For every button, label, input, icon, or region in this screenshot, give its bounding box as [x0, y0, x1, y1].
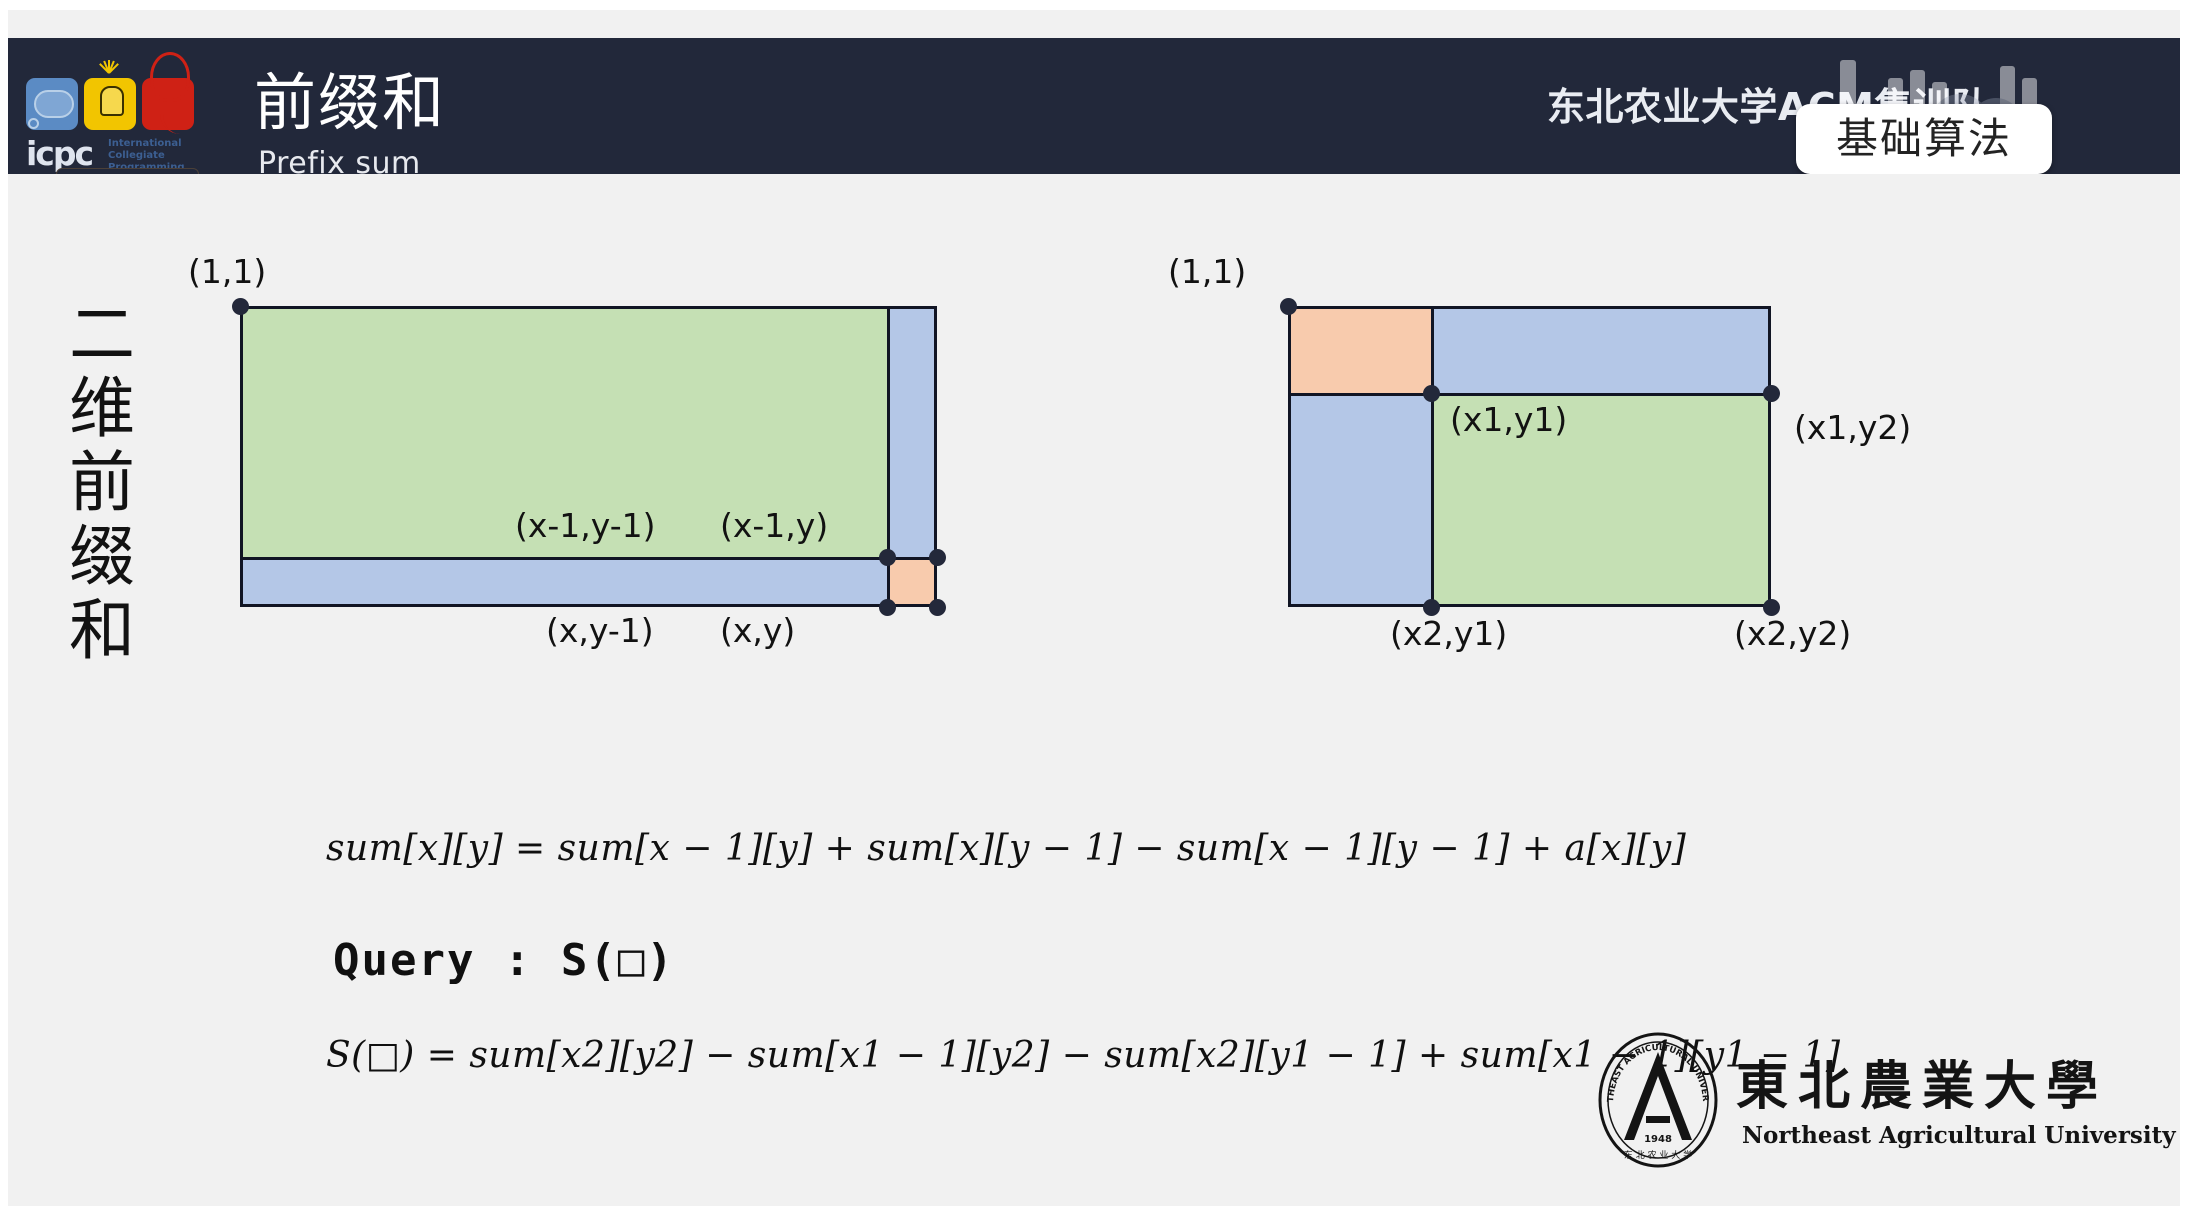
formula-recurrence: sum[x][y] = sum[x − 1][y] + sum[x][y − 1…: [326, 828, 1687, 869]
coord-label-x2y2: (x2,y2): [1734, 614, 1852, 653]
icpc-logo: icpc International Collegiate Programmin…: [20, 46, 220, 174]
query-label: Query : S(□): [333, 935, 675, 986]
balloon-string-icon: [160, 94, 187, 134]
vertex-dot-x1y1: [1423, 385, 1440, 402]
university-name-en: Northeast Agricultural University: [1742, 1122, 2176, 1149]
vertex-dot-xm1ym1: [879, 549, 896, 566]
prefix-sum-query-diagram: (1,1) (x1,y1) (x1,y2) (x2,y1) (x2,y2): [1168, 252, 2078, 653]
left-blue-strip-region: [1288, 393, 1434, 607]
lightbulb-icon: [100, 86, 124, 116]
coord-label-x2y1: (x2,y1): [1390, 614, 1508, 653]
coord-label-x1y2: (x1,y2): [1794, 408, 1912, 447]
side-title-char: 维: [69, 370, 135, 447]
vertex-dot-xy: [929, 599, 946, 616]
side-title-char: 二: [69, 296, 135, 373]
vertex-dot-xym1: [879, 599, 896, 616]
icpc-foundation-label: icpc.foundation: [56, 168, 200, 174]
icpc-tagline: International Collegiate Programming Con…: [108, 138, 185, 173]
thought-cloud-icon: [28, 90, 74, 129]
coord-label-right-strip: (x-1,y): [720, 506, 829, 545]
svg-text:东 北 农 业 大 学: 东 北 农 业 大 学: [1624, 1149, 1692, 1161]
bottom-blue-strip-region: [240, 557, 890, 607]
section-title-vertical: 二 维 前 缀 和: [66, 298, 138, 668]
coord-label-origin: (1,1): [188, 252, 267, 291]
side-title-char: 缀: [69, 518, 135, 595]
right-blue-strip-region: [887, 306, 937, 560]
vertex-dot-xm1y: [929, 549, 946, 566]
university-logo: 1948 NORTHEAST AGRICULTURAL UNIVERSITY 东…: [1596, 1030, 2176, 1170]
vertex-dot-x1y2: [1763, 385, 1780, 402]
coord-label-origin: (1,1): [1168, 252, 1247, 291]
coord-label-x1y1: (x1,y1): [1450, 400, 1568, 439]
slide-header: icpc International Collegiate Programmin…: [8, 38, 2180, 174]
bulb-ray-icon: [108, 60, 110, 73]
page-title-cn: 前缀和: [254, 66, 447, 139]
coord-label-green-region: (x-1,y-1): [515, 506, 656, 545]
page-title-en: Prefix sum: [258, 146, 421, 174]
side-title-char: 和: [69, 592, 135, 669]
slide-body: icpc International Collegiate Programmin…: [8, 10, 2180, 1206]
vertex-dot-x2y2: [1763, 599, 1780, 616]
university-name-cn: 東北農業大學: [1736, 1056, 2109, 1117]
green-query-block-region: [1431, 393, 1771, 607]
coord-label-corner-cell: (x,y): [720, 611, 796, 650]
orange-corner-cell-region: [887, 557, 937, 607]
side-title-char: 前: [69, 444, 135, 521]
icpc-wordmark: icpc: [26, 134, 94, 173]
prefix-sum-recurrence-diagram: (1,1) (x-1,y-1) (x-1,y) (x,y-1) (x,y): [188, 252, 1020, 650]
topic-badge: 基础算法: [1795, 104, 2052, 174]
vertex-dot-origin: [1280, 298, 1297, 315]
orange-corner-block-region: [1288, 306, 1434, 396]
vertex-dot-x2y1: [1423, 599, 1440, 616]
svg-text:1948: 1948: [1644, 1134, 1672, 1145]
top-blue-strip-region: [1431, 306, 1771, 396]
vertex-dot-origin: [232, 298, 249, 315]
university-seal-icon: 1948 NORTHEAST AGRICULTURAL UNIVERSITY 东…: [1596, 1032, 1718, 1168]
formula-query: S(□) = sum[x2][y2] − sum[x1 − 1][y2] − s…: [326, 1035, 1841, 1076]
coord-label-bottom-strip: (x,y-1): [546, 611, 654, 650]
green-block-region: [240, 306, 890, 560]
